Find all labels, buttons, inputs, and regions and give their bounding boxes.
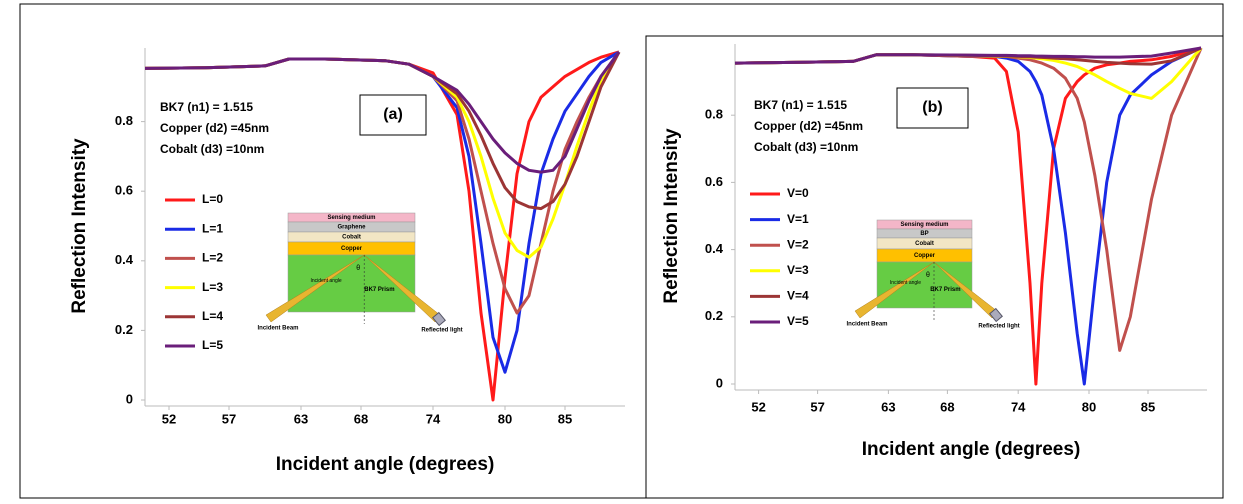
x-axis-title: Incident angle (degrees) (862, 439, 1081, 460)
x-tick-label: 68 (354, 411, 368, 426)
x-tick-label: 80 (498, 411, 512, 426)
y-tick-label: 0.8 (705, 107, 723, 122)
annotation: BK7 (n1) = 1.515 (754, 98, 847, 112)
y-tick-label: 0.6 (705, 174, 723, 189)
y-axis-title: Reflection Intensity (661, 128, 682, 304)
y-tick-label: 0 (126, 391, 133, 406)
inset-layer-label: Sensing medium (327, 215, 375, 221)
y-tick-label: 0.2 (705, 308, 723, 323)
inset-layer-label: Sensing medium (900, 222, 948, 228)
detector (432, 311, 446, 327)
x-tick-label: 52 (751, 399, 765, 414)
inset-layer-label: BP (920, 231, 928, 237)
inset-reflected-light: Reflected light (421, 328, 462, 334)
panel-label-box (896, 87, 969, 129)
x-tick-label: 85 (558, 411, 572, 426)
inset-incident-beam: Incident Beam (257, 326, 298, 332)
legend-label: L=4 (202, 309, 223, 323)
x-tick-label: 85 (1141, 399, 1155, 414)
legend-label: L=1 (202, 221, 223, 235)
inset-prism-label: BK7 Prism (364, 287, 394, 293)
inset-prism (876, 261, 973, 309)
annotation: Cobalt (d3) =10nm (160, 142, 264, 156)
data-line (734, 46, 1202, 65)
panel-label: (a) (383, 106, 403, 123)
inset-layer-label: Cobalt (342, 235, 361, 241)
inset-theta: θ (356, 265, 360, 272)
x-tick-label: 63 (881, 399, 895, 414)
x-axis-title: Incident angle (degrees) (276, 454, 495, 475)
inset-layer-label: Cobalt (915, 241, 934, 247)
panel-border (645, 35, 1224, 499)
inset-layer-label: Copper (914, 253, 936, 259)
annotation: Copper (d2) =45nm (160, 121, 269, 135)
legend-label: L=3 (202, 280, 223, 294)
panel-label: (b) (922, 99, 942, 116)
x-tick-label: 68 (940, 399, 954, 414)
x-tick-label: 80 (1082, 399, 1096, 414)
y-axis-title: Reflection Intensity (69, 138, 90, 314)
inset-prism-label: BK7 Prism (930, 287, 960, 293)
incident-beam (854, 261, 935, 319)
incident-beam (265, 254, 365, 323)
legend-label: V=1 (787, 212, 809, 226)
inset-layer-label: Copper (341, 246, 363, 252)
inset-angle-label: Incident angle (311, 278, 342, 284)
legend-label: V=4 (787, 289, 809, 303)
legend-label: L=5 (202, 338, 223, 352)
inset-reflected-light: Reflected light (978, 324, 1019, 330)
figure-border (19, 3, 1224, 499)
inset-angle-label: Incident angle (890, 280, 921, 286)
y-tick-label: 0.6 (115, 183, 133, 198)
annotation: Copper (d2) =45nm (754, 119, 863, 133)
legend-label: L=2 (202, 251, 223, 265)
inset-prism (287, 254, 416, 313)
inset-incident-beam: Incident Beam (846, 322, 887, 328)
x-tick-label: 63 (294, 411, 308, 426)
data-line (144, 51, 621, 174)
panel-label-box (359, 94, 427, 136)
x-tick-label: 57 (222, 411, 236, 426)
y-tick-label: 0.8 (115, 113, 133, 128)
annotation: Cobalt (d3) =10nm (754, 140, 858, 154)
annotation: BK7 (n1) = 1.515 (160, 100, 253, 114)
x-tick-label: 74 (426, 411, 441, 426)
y-tick-label: 0 (716, 375, 723, 390)
inset-theta: θ (926, 272, 930, 279)
legend-label: V=5 (787, 314, 809, 328)
inset-layer-label: Graphene (337, 225, 366, 231)
y-tick-label: 0.4 (705, 241, 724, 256)
legend-label: L=0 (202, 192, 223, 206)
legend-label: V=0 (787, 186, 809, 200)
legend-label: V=2 (787, 237, 809, 251)
x-tick-label: 57 (810, 399, 824, 414)
detector (989, 307, 1003, 323)
x-tick-label: 52 (162, 411, 176, 426)
y-tick-label: 0.4 (115, 252, 134, 267)
x-tick-label: 74 (1011, 399, 1026, 414)
legend-label: V=3 (787, 263, 809, 277)
y-tick-label: 0.2 (115, 322, 133, 337)
